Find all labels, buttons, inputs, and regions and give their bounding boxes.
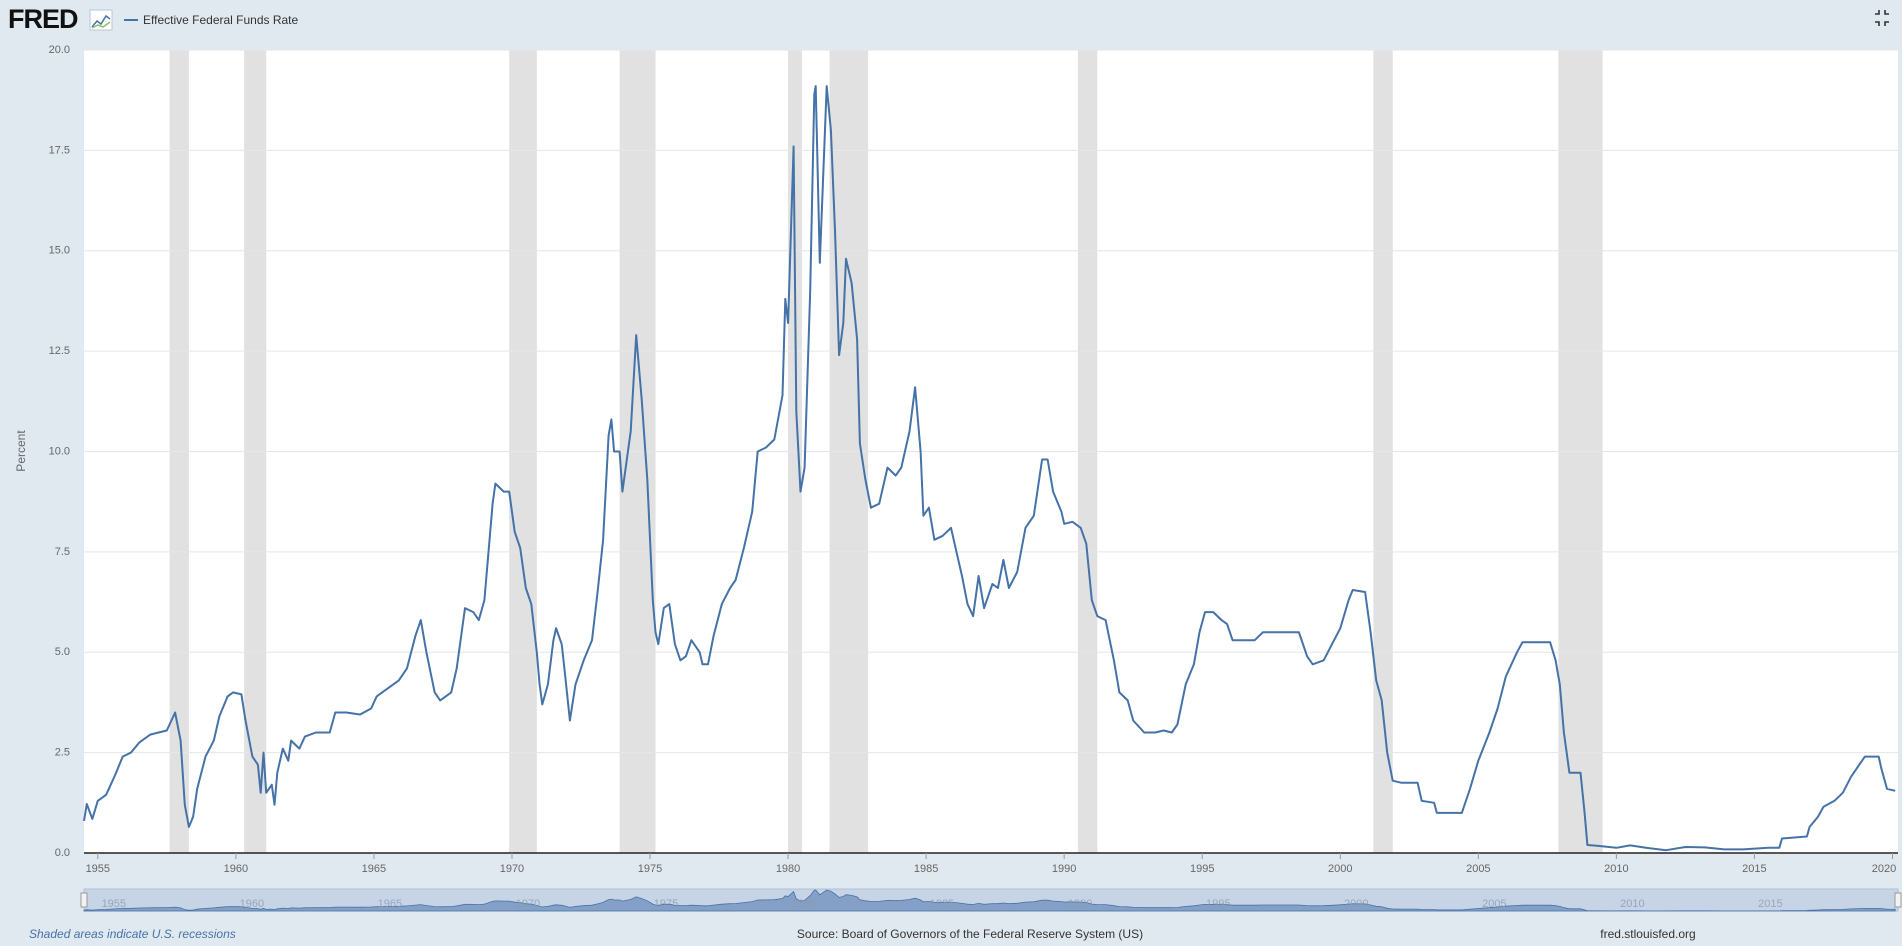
navigator-label: 2000 (1344, 898, 1368, 910)
x-tick-label: 1990 (1052, 863, 1076, 875)
recession-note: Shaded areas indicate U.S. recessions (29, 927, 236, 941)
y-tick-label: 5.0 (55, 646, 70, 658)
x-tick-label: 1985 (914, 863, 938, 875)
navigator-label: 1980 (792, 898, 816, 910)
logo: FRED (8, 4, 78, 34)
y-tick-label: 12.5 (49, 345, 70, 357)
logo-icon (89, 9, 113, 31)
x-tick-label: 1995 (1190, 863, 1214, 875)
legend-label: Effective Federal Funds Rate (143, 13, 299, 27)
y-tick-label: 2.5 (55, 747, 70, 759)
y-axis-label: Percent (14, 430, 28, 472)
x-tick-label: 1970 (500, 863, 524, 875)
source: Source: Board of Governors of the Federa… (797, 927, 1143, 941)
navigator-label: 1970 (516, 898, 540, 910)
fullscreen-button[interactable] (1875, 10, 1889, 26)
site-link[interactable]: fred.stlouisfed.org (1600, 927, 1695, 941)
x-tick-label: 2010 (1604, 863, 1628, 875)
y-tick-label: 17.5 (49, 144, 70, 156)
navigator-label: 1965 (378, 898, 402, 910)
navigator-series (83, 889, 1896, 912)
y-tick-label: 20.0 (49, 44, 70, 56)
navigator-label: 2005 (1482, 898, 1506, 910)
y-tick-label: 0.0 (55, 847, 70, 859)
navigator-label: 1995 (1206, 898, 1230, 910)
series-line (83, 85, 1896, 852)
navigator-handle[interactable] (1894, 892, 1902, 908)
navigator-label: 1960 (240, 898, 264, 910)
navigator-label: 2010 (1620, 898, 1644, 910)
x-tick-label: 1975 (638, 863, 662, 875)
navigator-label: 1985 (930, 898, 954, 910)
x-tick-label: 2000 (1328, 863, 1352, 875)
x-tick-label: 2005 (1466, 863, 1490, 875)
navigator-label: 1975 (654, 898, 678, 910)
x-tick-label: 1965 (362, 863, 386, 875)
x-tick-label: 2015 (1742, 863, 1766, 875)
navigator-handle[interactable] (80, 892, 88, 908)
x-tick-label: 1960 (224, 863, 248, 875)
x-tick-label: 1955 (86, 863, 110, 875)
x-tick-label: 1980 (776, 863, 800, 875)
x-tick-label: 2020 (1872, 863, 1896, 875)
navigator-label: 1990 (1068, 898, 1092, 910)
y-tick-label: 7.5 (55, 546, 70, 558)
y-tick-label: 15.0 (49, 245, 70, 257)
y-tick-label: 10.0 (49, 445, 70, 457)
navigator-label: 2015 (1758, 898, 1782, 910)
navigator-label: 1955 (102, 898, 126, 910)
